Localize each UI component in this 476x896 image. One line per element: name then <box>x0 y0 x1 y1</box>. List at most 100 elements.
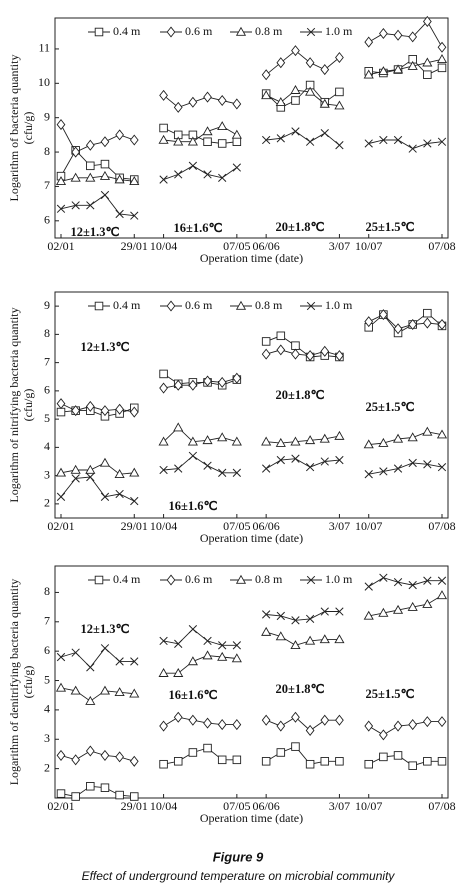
marker <box>130 211 139 220</box>
marker <box>423 139 432 148</box>
marker <box>407 432 418 442</box>
series-line <box>60 577 442 668</box>
marker <box>235 574 247 584</box>
marker <box>261 69 271 81</box>
marker <box>335 52 344 64</box>
marker <box>436 54 448 63</box>
marker <box>408 144 417 153</box>
series-line <box>60 58 443 181</box>
marker-stroke <box>364 470 373 479</box>
y-tick-label: 3 <box>44 467 50 481</box>
marker-stroke <box>262 610 271 619</box>
marker-stroke <box>262 464 271 473</box>
x-tick-label: 29/01 <box>121 519 148 533</box>
marker <box>71 201 80 210</box>
marker-stroke <box>320 129 329 138</box>
marker <box>159 123 168 133</box>
marker-stroke <box>100 190 110 200</box>
marker-stroke <box>56 492 66 501</box>
y-tick-label: 9 <box>44 109 50 123</box>
marker-stroke <box>115 489 124 499</box>
x-tick-label: 02/01 <box>47 519 74 533</box>
marker <box>335 350 344 362</box>
marker <box>305 462 315 472</box>
y-tick-label: 7 <box>44 178 50 192</box>
marker <box>55 176 67 186</box>
marker <box>379 467 388 476</box>
marker-stroke <box>437 137 447 146</box>
marker <box>202 650 213 660</box>
marker <box>319 634 330 644</box>
plot-frame <box>54 291 449 519</box>
marker <box>408 458 417 468</box>
marker <box>364 582 373 591</box>
marker-stroke <box>86 663 95 672</box>
marker <box>423 460 432 469</box>
marker-stroke <box>232 641 241 650</box>
marker <box>437 462 447 472</box>
marker <box>262 464 271 473</box>
series-line <box>60 426 443 475</box>
marker-stroke <box>100 492 110 501</box>
x-tick-label: 3/07 <box>329 519 350 533</box>
marker-stroke <box>393 577 403 587</box>
marker-stroke <box>71 201 80 210</box>
marker <box>70 685 81 695</box>
x-tick-label: 10/07 <box>355 519 382 533</box>
marker-stroke <box>291 616 300 625</box>
marker <box>363 610 374 620</box>
marker-stroke <box>174 170 183 179</box>
marker <box>437 63 447 73</box>
series-line <box>60 746 442 797</box>
marker-stroke <box>276 611 285 621</box>
marker <box>187 436 198 446</box>
marker <box>276 455 285 465</box>
marker <box>114 687 125 697</box>
marker-stroke <box>174 464 183 473</box>
temperature-annotation: 25±1.5℃ <box>365 400 414 414</box>
marker <box>94 301 104 311</box>
marker <box>166 300 176 312</box>
marker <box>203 717 212 729</box>
marker <box>218 641 227 650</box>
x-tick-label: 02/01 <box>47 799 74 813</box>
marker <box>174 464 183 473</box>
marker <box>364 36 374 48</box>
marker <box>159 465 168 475</box>
marker <box>56 398 66 410</box>
marker <box>99 170 111 180</box>
marker <box>56 204 66 213</box>
marker-stroke <box>71 474 80 483</box>
marker <box>378 66 389 76</box>
marker-stroke <box>306 301 316 311</box>
y-axis-label: Logarithm of bacteria quantity(cfu/g) <box>7 55 35 202</box>
marker <box>129 755 139 767</box>
x-tick-label: 10/04 <box>150 799 177 813</box>
marker <box>320 714 330 726</box>
legend-label: 0.8 m <box>255 572 283 586</box>
marker <box>217 376 227 388</box>
marker-stroke <box>130 496 139 506</box>
marker <box>86 782 95 791</box>
marker <box>422 57 433 67</box>
marker <box>99 685 111 695</box>
marker <box>56 492 66 501</box>
marker <box>276 134 285 143</box>
series-line <box>60 716 442 762</box>
marker <box>173 101 183 113</box>
marker <box>129 467 140 477</box>
marker <box>56 652 66 662</box>
marker <box>100 749 110 761</box>
marker <box>158 436 169 446</box>
marker <box>188 748 198 757</box>
marker <box>130 792 139 801</box>
marker <box>422 426 433 436</box>
marker <box>86 201 95 210</box>
x-tick-label: 29/01 <box>121 799 148 813</box>
marker <box>173 757 183 766</box>
marker <box>261 436 272 446</box>
x-tick-label: 07/08 <box>428 239 455 253</box>
marker <box>232 719 242 731</box>
marker <box>100 159 110 169</box>
